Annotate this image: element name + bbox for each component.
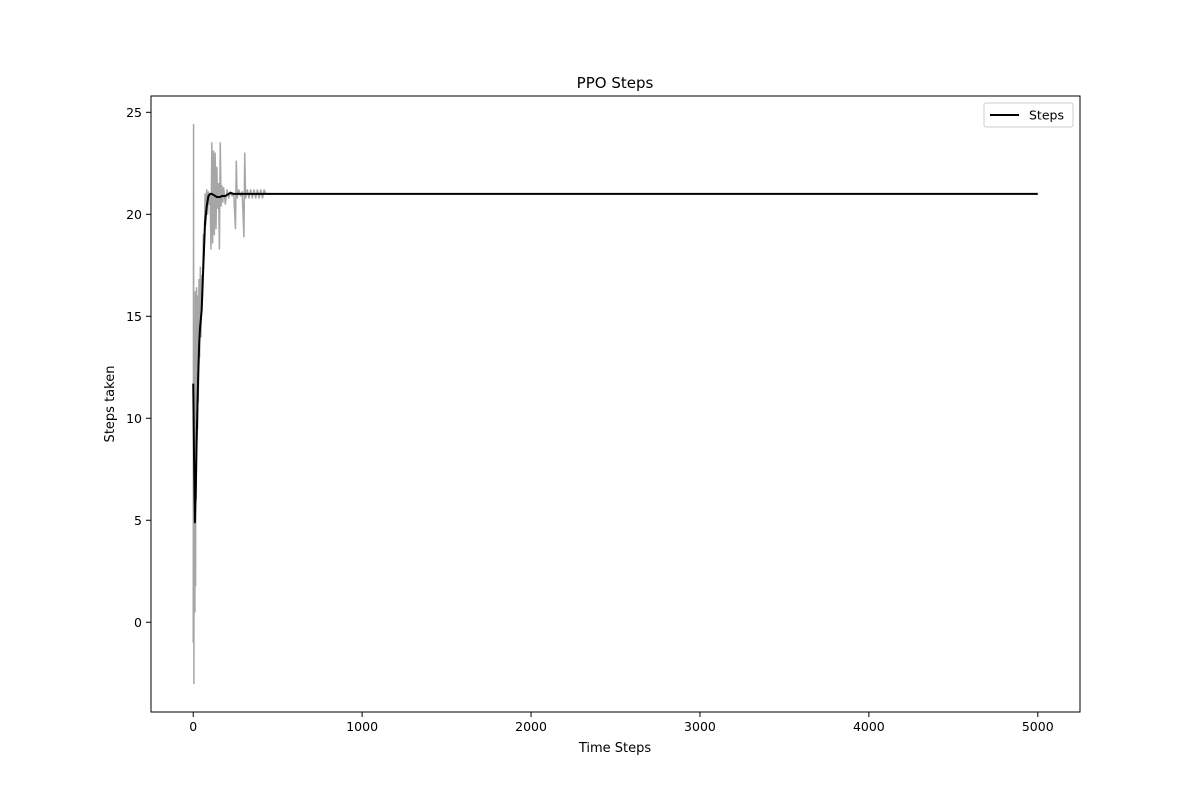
series-line-steps [192, 191, 1038, 524]
y-axis-label: Steps taken [103, 366, 118, 443]
y-tick-label: 0 [134, 615, 142, 630]
legend-label-steps: Steps [1029, 108, 1064, 123]
y-tick-label: 20 [126, 207, 142, 222]
axes-frame [150, 95, 1081, 713]
y-tick-label: 15 [126, 309, 142, 324]
x-tick-label: 0 [189, 719, 197, 734]
plot-area: 0 1000 2000 3000 4000 5000 0 5 10 15 20 25 [126, 95, 1081, 734]
y-tick-label: 5 [134, 513, 142, 528]
legend-box [983, 102, 1074, 128]
x-tick-label: 5000 [1022, 719, 1054, 734]
y-tick-label: 25 [126, 105, 142, 120]
y-tick-label: 10 [126, 411, 142, 426]
x-tick-label: 2000 [515, 719, 547, 734]
legend: Steps [983, 102, 1074, 128]
x-tick-label: 1000 [346, 719, 378, 734]
x-axis-label: Time Steps [578, 741, 652, 756]
chart-title: PPO Steps [577, 74, 654, 92]
x-tick-label: 3000 [684, 719, 716, 734]
x-tick-label: 4000 [853, 719, 885, 734]
